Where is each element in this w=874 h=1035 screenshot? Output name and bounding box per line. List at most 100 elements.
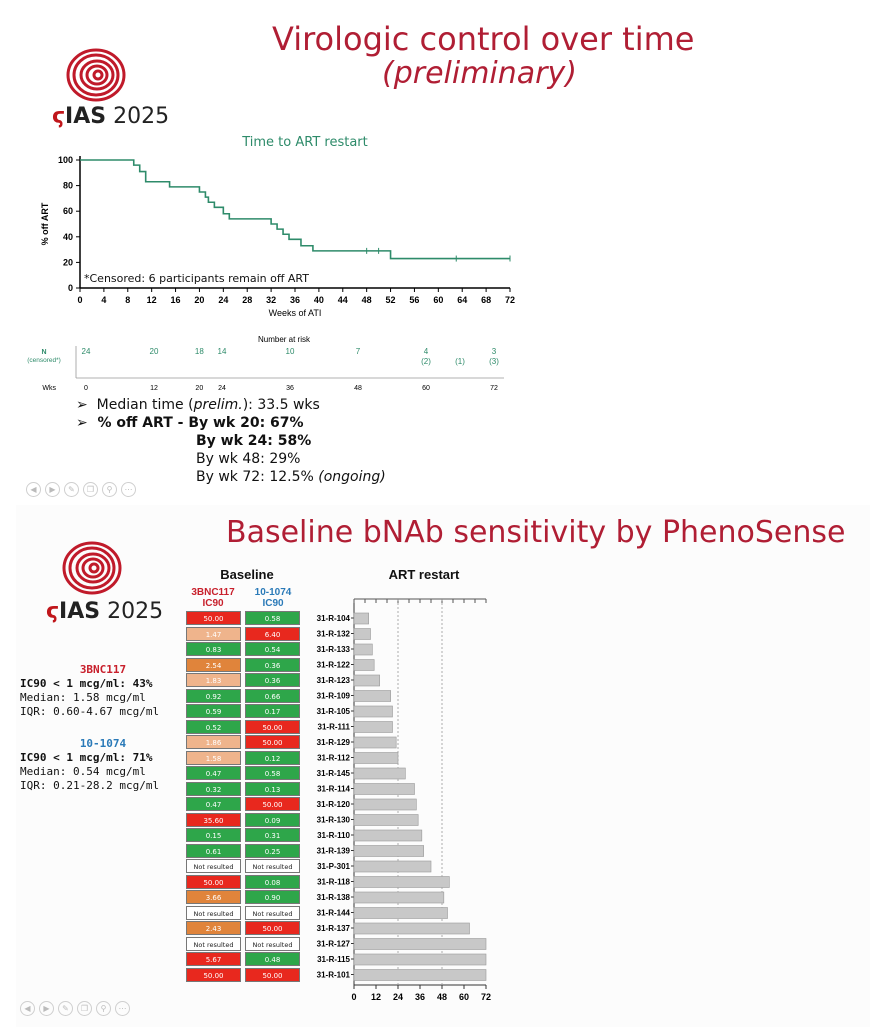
more-icon[interactable]: ⋯ <box>121 482 136 497</box>
bullet-off-art: ➢ % off ART - By wk 20: 67% <box>76 415 304 431</box>
heat-cell-10-1074: 0.36 <box>245 673 300 687</box>
km-y-tick-label: 20 <box>63 257 73 267</box>
bar-participant-label: 31-R-120 <box>317 800 351 809</box>
bar-participant-label: 31-R-109 <box>317 692 351 701</box>
heat-cell-10-1074: 0.25 <box>245 843 300 858</box>
heat-cell-10-1074: 0.31 <box>245 828 300 842</box>
heat-cell-3bnc117: 1.83 <box>186 673 241 687</box>
km-x-tick-label: 64 <box>457 295 467 305</box>
heat-cell-3bnc117: 2.54 <box>186 657 241 672</box>
km-x-tick-label: 44 <box>338 295 348 305</box>
red-ribbon-icon-2: ϛ <box>46 599 60 624</box>
heat-cell-10-1074: 50.00 <box>245 921 300 935</box>
bar-art-restart <box>353 829 423 842</box>
bullet-wk24: By wk 24: 58% <box>196 433 312 449</box>
risk-n-label: N <box>41 349 46 356</box>
risk-n-value: 20 <box>150 347 159 356</box>
more-icon[interactable]: ⋯ <box>115 1001 130 1016</box>
heat-cell-10-1074: 50.00 <box>245 797 300 811</box>
copy-icon[interactable]: ❐ <box>83 482 98 497</box>
heat-cell-10-1074: 50.00 <box>245 719 300 734</box>
bar-participant-label: 31-R-118 <box>317 878 350 887</box>
heat-cell-10-1074: 50.00 <box>245 967 300 982</box>
km-y-tick-label: 60 <box>63 206 73 216</box>
bar-participant-label: 31-R-138 <box>317 893 351 902</box>
bar-participant-label: 31-P-301 <box>317 862 350 871</box>
stats-10-1074: 10-1074 IC90 < 1 mcg/ml: 71% Median: 0.5… <box>20 737 186 793</box>
slide2-nav-toolbar: ◀ ▶ ✎ ❐ ⚲ ⋯ <box>20 1001 130 1016</box>
risk-censored-label: (censored*) <box>27 357 61 364</box>
slide1-title: Virologic control over time <box>272 20 695 58</box>
bar-art-restart <box>353 845 424 857</box>
stats-3bnc117: 3BNC117 IC90 < 1 mcg/ml: 43% Median: 1.5… <box>20 663 186 719</box>
risk-n-value: 7 <box>356 347 361 356</box>
heat-cell-10-1074: 0.48 <box>245 952 300 966</box>
heat-cell-10-1074: 0.08 <box>245 874 300 889</box>
slide2-title: Baseline bNAb sensitivity by PhenoSense <box>226 515 846 550</box>
pen-icon[interactable]: ✎ <box>58 1001 73 1016</box>
stats1-iqr: IQR: 0.60-4.67 mcg/ml <box>20 705 160 718</box>
zoom-icon[interactable]: ⚲ <box>102 482 117 497</box>
heat-cell-10-1074: 0.58 <box>245 611 300 625</box>
stats1-median: Median: 1.58 mcg/ml <box>20 691 146 704</box>
km-x-tick-label: 32 <box>266 295 276 305</box>
heat-cell-10-1074: 50.00 <box>245 735 300 749</box>
copy-icon[interactable]: ❐ <box>77 1001 92 1016</box>
heat-cell-10-1074: Not resulted <box>245 936 300 951</box>
next-icon[interactable]: ▶ <box>39 1001 54 1016</box>
risk-wks-label: Wks <box>42 385 56 392</box>
km-x-tick-label: 0 <box>77 295 82 305</box>
slide-bnab-sensitivity: Baseline bNAb sensitivity by PhenoSense … <box>16 505 870 1027</box>
bar-art-restart <box>353 798 417 811</box>
km-x-tick-label: 24 <box>218 295 228 305</box>
bar-participant-label: 31-R-145 <box>317 769 351 778</box>
bar-art-restart <box>353 628 371 640</box>
bar-participant-label: 31-R-129 <box>317 738 351 747</box>
heatmap-header: Baseline <box>220 567 274 582</box>
km-x-tick-label: 4 <box>101 295 106 305</box>
bar-participant-label: 31-R-104 <box>317 614 351 623</box>
bar-participant-label: 31-R-137 <box>317 924 351 933</box>
heat-cell-10-1074: 0.36 <box>245 657 300 672</box>
bar-participant-label: 31-R-132 <box>317 630 351 639</box>
prev-icon[interactable]: ◀ <box>26 482 41 497</box>
heat-cell-3bnc117: 50.00 <box>186 967 241 982</box>
risk-n-value: 18 <box>195 347 204 356</box>
heat-cell-3bnc117: 1.86 <box>186 735 241 749</box>
bar-participant-label: 31-R-139 <box>317 847 351 856</box>
bar-participant-label: 31-R-110 <box>317 831 350 840</box>
heatmap-col1-header: 3BNC117 IC90 <box>191 587 235 609</box>
bar-art-restart <box>353 860 432 873</box>
bullet-median: ➢ Median time (prelim.): 33.5 wks <box>76 397 320 413</box>
bar-art-restart <box>353 705 393 718</box>
bar-art-restart <box>353 876 450 888</box>
prev-icon[interactable]: ◀ <box>20 1001 35 1016</box>
km-y-axis-label: % off ART <box>40 202 50 245</box>
km-y-tick-label: 100 <box>58 155 73 165</box>
bar-x-tick-label: 72 <box>481 992 491 1002</box>
ias-logo-wordmark-2: ϛIAS 2025 <box>46 599 164 624</box>
risk-wks-value: 20 <box>195 385 203 392</box>
bar-participant-label: 31-R-105 <box>317 707 351 716</box>
km-x-tick-label: 36 <box>290 295 300 305</box>
km-y-tick-label: 40 <box>63 232 73 242</box>
heat-cell-3bnc117: 0.61 <box>186 843 241 858</box>
zoom-icon[interactable]: ⚲ <box>96 1001 111 1016</box>
heat-cell-10-1074: Not resulted <box>245 905 300 920</box>
heat-cell-3bnc117: 50.00 <box>186 874 241 889</box>
risk-n-value: 14 <box>218 347 227 356</box>
risk-n-value: 4 <box>424 347 429 356</box>
heat-cell-3bnc117: 1.47 <box>186 626 241 641</box>
km-x-tick-label: 12 <box>147 295 157 305</box>
bar-art-restart <box>353 721 393 733</box>
pen-icon[interactable]: ✎ <box>64 482 79 497</box>
heat-cell-10-1074: 0.13 <box>245 781 300 796</box>
bar-participant-label: 31-R-130 <box>317 816 351 825</box>
bar-art-restart <box>353 674 380 687</box>
bar-art-restart <box>353 907 448 919</box>
risk-n-value: 10 <box>286 347 295 356</box>
stats2-ic90: IC90 < 1 mcg/ml: 71% <box>20 751 153 764</box>
next-icon[interactable]: ▶ <box>45 482 60 497</box>
slide-virologic-control: Virologic control over time (preliminary… <box>16 8 716 500</box>
